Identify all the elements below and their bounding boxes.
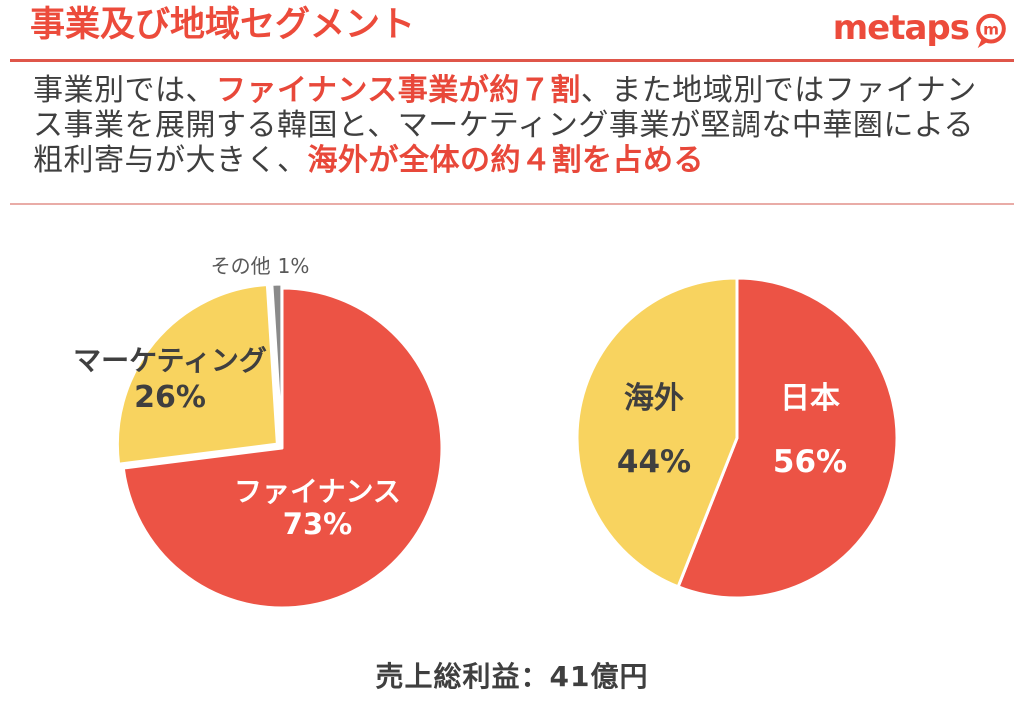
pie-chart-region-segment	[575, 276, 899, 600]
metaps-logo: metaps m	[833, 10, 1010, 51]
pie-label-marketing-name: マーケティング	[73, 344, 267, 377]
logo-icon-letter: m	[983, 20, 999, 38]
header-divider	[10, 59, 1014, 62]
lead-segment-em: ファイナンス事業が約７割	[216, 73, 581, 108]
pie-chart-business-segment	[115, 282, 444, 610]
pie-label-finance-name: ファイナンス	[234, 475, 401, 508]
pie-label-marketing-pct: 26%	[134, 380, 206, 415]
pie-slice-other	[270, 282, 284, 446]
lead-paragraph: 事業別では、ファイナンス事業が約７割、また地域別ではファイナンス事業を展開する韓…	[33, 73, 995, 178]
pie-slice-finance	[121, 286, 444, 610]
pie-slice-japan	[676, 276, 899, 600]
pie-label-japan-name: 日本	[780, 381, 840, 416]
pie-label-other-name: その他	[210, 254, 271, 278]
pie-label-finance: ファイナンス 73%	[200, 475, 435, 541]
pie-label-finance-pct: 73%	[282, 507, 353, 541]
page-title: 事業及び地域セグメント	[30, 5, 416, 45]
metaps-logo-text: metaps	[832, 8, 970, 48]
lead-segment: 、また地域別ではファイナンス事業を展開する韓国と、マーケティング事業が堅調な中華…	[33, 73, 977, 178]
pie-label-other: その他 1%	[160, 250, 360, 279]
gross-profit-note: 売上総利益：41億円	[375, 660, 649, 693]
pie-label-overseas: 海外 44%	[574, 381, 734, 480]
lead-divider	[10, 203, 1014, 205]
lead-segment-em: 海外が全体の約４割を占める	[307, 143, 704, 178]
pie-label-other-pct: 1%	[277, 254, 310, 278]
pie-label-japan-pct: 56%	[772, 444, 848, 480]
pie-label-overseas-name: 海外	[624, 381, 684, 416]
metaps-logo-icon: m	[976, 13, 1006, 49]
pie-label-overseas-pct: 44%	[616, 444, 692, 480]
pie-slice-marketing	[115, 282, 279, 466]
pie-label-marketing: マーケティング 26%	[35, 342, 305, 416]
lead-segment: 事業別では、	[33, 73, 216, 108]
pie-slice-overseas	[575, 276, 739, 589]
pie-label-japan: 日本 56%	[730, 381, 890, 480]
